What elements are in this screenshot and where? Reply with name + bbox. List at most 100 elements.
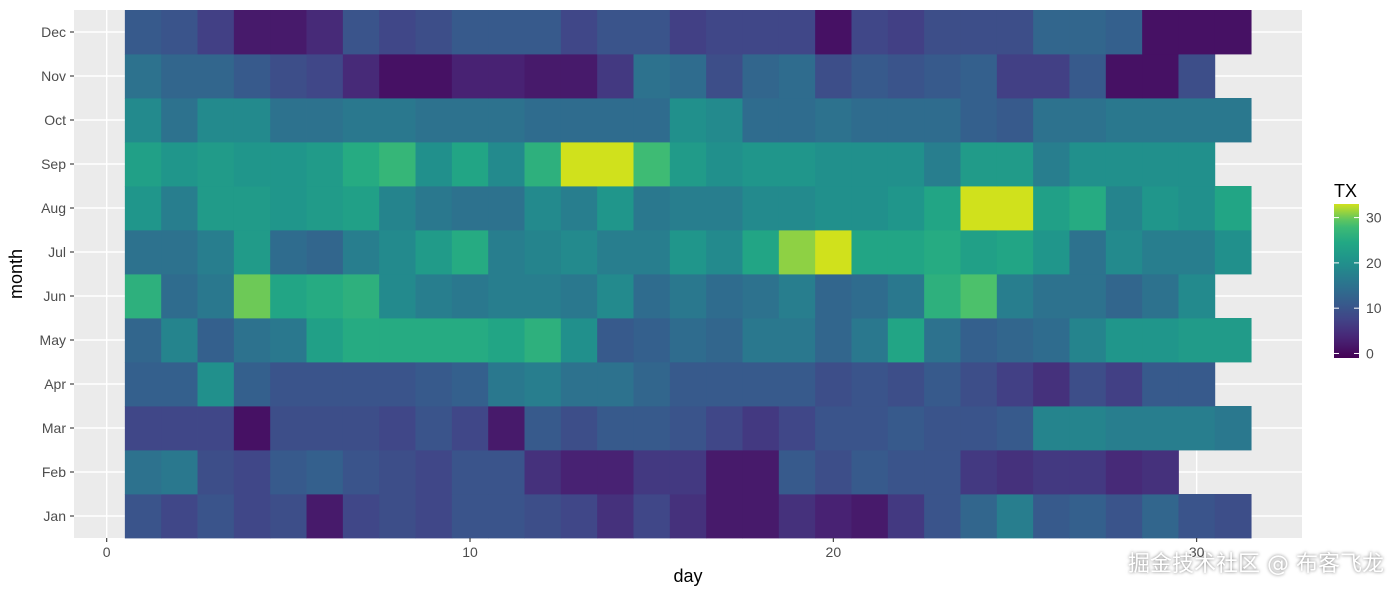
heatmap-tile <box>633 362 671 407</box>
y-axis-title: month <box>6 249 26 299</box>
heatmap-tile <box>488 318 525 363</box>
heatmap-tile <box>706 362 743 407</box>
heatmap-tile <box>669 230 707 275</box>
heatmap-tile <box>1105 98 1143 143</box>
heatmap-tile <box>451 494 489 539</box>
heatmap-tile <box>560 54 598 99</box>
heatmap-tile <box>560 318 598 363</box>
heatmap-tile <box>197 450 235 495</box>
heatmap-tile <box>815 98 852 143</box>
heatmap-tile <box>524 10 562 55</box>
heatmap-tile <box>1214 494 1252 539</box>
heatmap-tile <box>161 10 198 55</box>
heatmap-tile <box>1069 494 1107 539</box>
heatmap-tile <box>197 406 235 451</box>
heatmap-tile <box>1214 98 1252 143</box>
heatmap-tile <box>960 230 998 275</box>
heatmap-tile <box>1142 98 1179 143</box>
heatmap-tile <box>742 10 780 55</box>
heatmap-tile <box>524 274 562 319</box>
heatmap-tile <box>996 230 1034 275</box>
heatmap-tile <box>270 362 307 407</box>
heatmap-tile <box>488 274 525 319</box>
heatmap-tile <box>669 10 707 55</box>
heatmap-tile <box>1033 318 1070 363</box>
heatmap-tile <box>887 274 925 319</box>
heatmap-tile <box>1105 494 1143 539</box>
heatmap-tile <box>706 230 743 275</box>
heatmap-tile <box>778 406 816 451</box>
heatmap-tile <box>1214 318 1252 363</box>
heatmap-tile <box>1178 98 1216 143</box>
heatmap-tile <box>451 142 489 187</box>
heatmap-tile <box>233 230 271 275</box>
heatmap-tile <box>706 406 743 451</box>
heatmap-tile <box>1069 406 1107 451</box>
heatmap-tile <box>887 450 925 495</box>
heatmap-tile <box>669 54 707 99</box>
heatmap-tile <box>1069 318 1107 363</box>
heatmap-tile <box>1178 318 1216 363</box>
heatmap-tile <box>669 362 707 407</box>
heatmap-tile <box>488 186 525 231</box>
legend-colorbar <box>1334 204 1359 358</box>
y-tick-label: Jan <box>43 508 66 524</box>
heatmap-tile <box>706 142 743 187</box>
y-tick-label: Jul <box>48 244 66 260</box>
heatmap-tile <box>306 318 344 363</box>
heatmap-tile <box>996 450 1034 495</box>
heatmap-tile <box>306 186 344 231</box>
heatmap-tile <box>1069 450 1107 495</box>
heatmap-tile <box>1105 10 1143 55</box>
heatmap-tile <box>233 142 271 187</box>
heatmap-tile <box>924 450 961 495</box>
heatmap-tile <box>270 406 307 451</box>
heatmap-tile <box>379 142 416 187</box>
heatmap-tile <box>742 318 780 363</box>
heatmap-tile <box>778 142 816 187</box>
heatmap-tile <box>124 230 162 275</box>
heatmap-tile <box>960 98 998 143</box>
heatmap-tile <box>560 10 598 55</box>
heatmap-tile <box>815 186 852 231</box>
heatmap-tile <box>1178 10 1216 55</box>
heatmap-tile <box>306 362 344 407</box>
heatmap-tile <box>996 274 1034 319</box>
heatmap-tile <box>197 362 235 407</box>
heatmap-tile <box>1142 406 1179 451</box>
legend-tick-label: 10 <box>1366 300 1382 316</box>
heatmap-tile <box>451 186 489 231</box>
heatmap-tile <box>706 450 743 495</box>
heatmap-tile <box>451 98 489 143</box>
heatmap-tile <box>996 186 1034 231</box>
heatmap-tile <box>342 450 380 495</box>
heatmap-tile <box>1105 142 1143 187</box>
heatmap-tile <box>851 98 889 143</box>
heatmap-tile <box>996 142 1034 187</box>
heatmap-tile <box>270 494 307 539</box>
heatmap-tile <box>597 186 634 231</box>
heatmap-tile <box>815 406 852 451</box>
heatmap-tile <box>706 186 743 231</box>
heatmap-tile <box>669 98 707 143</box>
y-tick-label: Oct <box>44 112 66 128</box>
heatmap-tile <box>960 318 998 363</box>
heatmap-tile <box>887 362 925 407</box>
heatmap-tile <box>415 406 453 451</box>
heatmap-tile <box>597 230 634 275</box>
heatmap-tile <box>451 450 489 495</box>
heatmap-tile <box>524 406 562 451</box>
legend-tick-label: 30 <box>1366 210 1382 226</box>
heatmap-tile <box>161 494 198 539</box>
heatmap-tile <box>342 318 380 363</box>
heatmap-tile <box>415 362 453 407</box>
heatmap-tile <box>633 54 671 99</box>
heatmap-tile <box>306 10 344 55</box>
heatmap-tile <box>415 318 453 363</box>
heatmap-tile <box>996 318 1034 363</box>
heatmap-tile <box>742 186 780 231</box>
heatmap-tile <box>306 98 344 143</box>
heatmap-tile <box>124 274 162 319</box>
heatmap-tile <box>996 98 1034 143</box>
heatmap-tile <box>1105 450 1143 495</box>
